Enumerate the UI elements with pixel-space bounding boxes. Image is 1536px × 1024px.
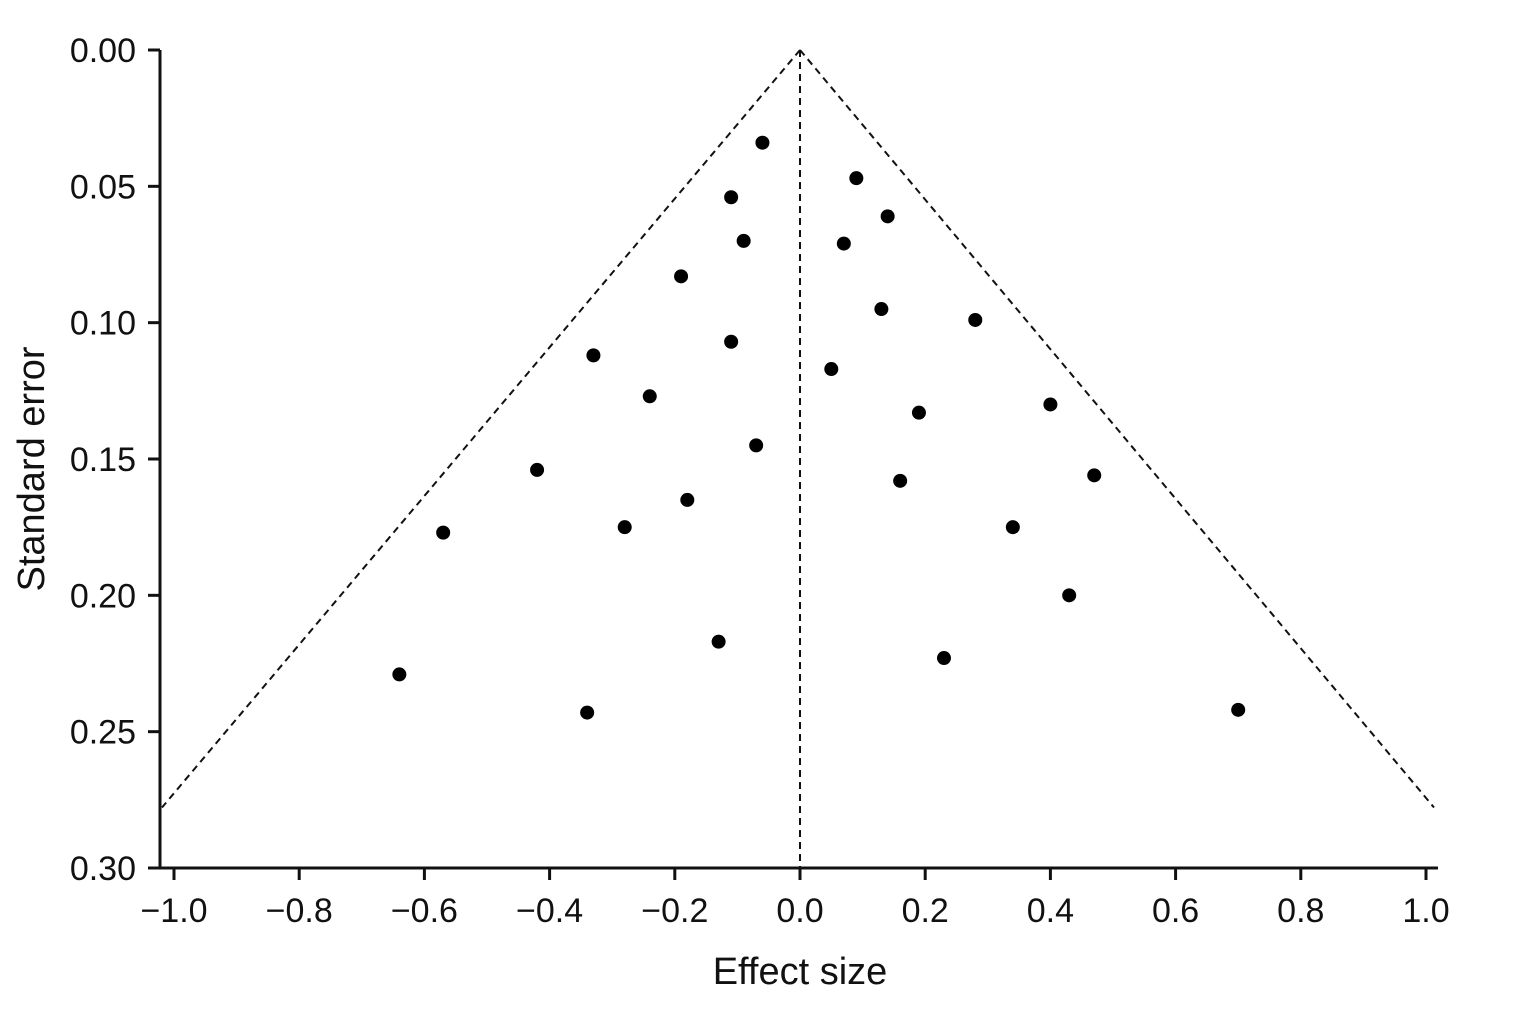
data-point	[530, 462, 545, 477]
x-axis-title: Effect size	[713, 951, 888, 993]
x-tick-label: 0.4	[1027, 892, 1074, 930]
data-point	[1043, 397, 1058, 412]
data-point	[880, 209, 895, 224]
data-point	[755, 135, 770, 150]
y-tick-label: 0.15	[70, 441, 136, 479]
x-tick-label: 0.2	[902, 892, 949, 930]
data-point	[968, 312, 983, 327]
data-point	[580, 705, 595, 720]
data-point	[642, 389, 657, 404]
data-point	[392, 667, 407, 682]
data-point	[874, 302, 889, 317]
x-tick-label: −1.0	[140, 892, 207, 930]
y-axis-ticks: 0.00 0.05 0.10 0.15 0.20 0.25 0.30	[70, 32, 160, 888]
x-tick-label: −0.6	[391, 892, 458, 930]
x-tick-label: 0.6	[1152, 892, 1199, 930]
x-tick-label: 0.8	[1277, 892, 1324, 930]
y-tick-label: 0.05	[70, 168, 136, 206]
x-tick-label: 0.0	[776, 892, 823, 930]
data-point	[586, 348, 601, 363]
x-tick-label: −0.2	[641, 892, 708, 930]
data-point	[824, 362, 839, 377]
x-axis-ticks: −1.0 −0.8 −0.6 −0.4 −0.2 0.0 0.2 0.4 0.6 0.8 1.0	[140, 868, 1450, 930]
y-axis-title: Standard error	[11, 346, 53, 591]
data-point	[849, 171, 864, 186]
data-point	[674, 269, 689, 284]
data-point	[724, 334, 739, 349]
data-point	[936, 651, 951, 666]
x-tick-label: 1.0	[1402, 892, 1449, 930]
data-point	[724, 190, 739, 205]
y-tick-label: 0.25	[70, 714, 136, 752]
funnel-lines	[161, 49, 1435, 868]
funnel-right-line	[799, 49, 1435, 809]
data-point	[436, 525, 451, 540]
data-point	[680, 492, 695, 507]
data-point	[911, 405, 926, 420]
data-point	[1005, 520, 1020, 535]
data-point	[836, 236, 851, 251]
y-tick-label: 0.20	[70, 577, 136, 615]
data-point	[893, 473, 908, 488]
data-point	[749, 438, 764, 453]
y-tick-label: 0.00	[70, 32, 136, 70]
data-point	[1231, 702, 1246, 717]
x-tick-label: −0.8	[266, 892, 333, 930]
data-point	[711, 634, 726, 649]
data-point	[617, 520, 632, 535]
data-point	[736, 233, 751, 248]
data-points	[392, 135, 1246, 720]
y-tick-label: 0.10	[70, 305, 136, 343]
data-point	[1087, 468, 1102, 483]
y-tick-label: 0.30	[70, 850, 136, 888]
x-tick-label: −0.4	[516, 892, 583, 930]
funnel-left-line	[161, 49, 801, 809]
data-point	[1062, 588, 1077, 603]
